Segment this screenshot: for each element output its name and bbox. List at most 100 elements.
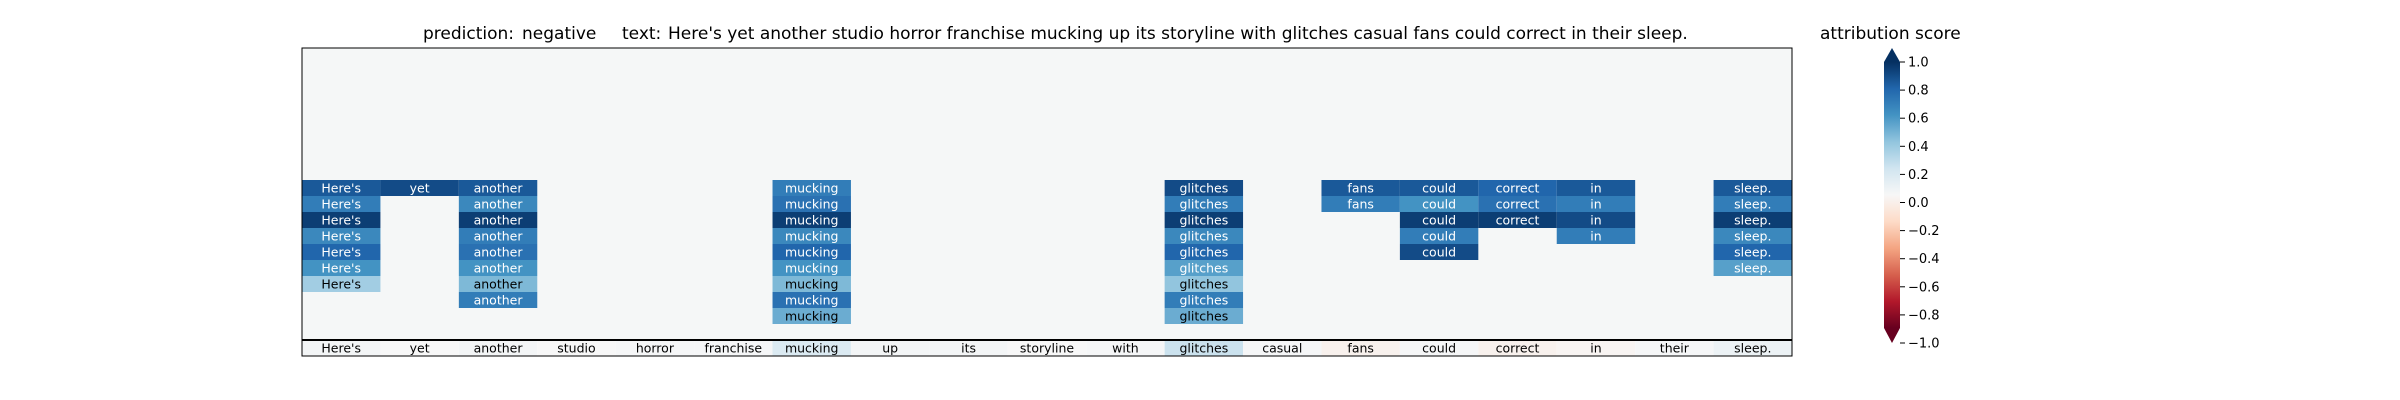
bottom-cell	[1243, 340, 1322, 356]
colorbar-bottom-extension	[1884, 328, 1900, 343]
stacked-cell-label: another	[474, 293, 524, 308]
stacked-cell-label: another	[474, 245, 524, 260]
bottom-cell	[1635, 340, 1714, 356]
colorbar-tick-label: 1.0	[1908, 56, 1929, 71]
stacked-cell-label: sleep.	[1734, 181, 1771, 196]
stacked-cell	[1399, 228, 1479, 244]
stacked-cell-label: Here's	[321, 181, 361, 196]
bottom-token-label: casual	[1262, 341, 1302, 356]
stacked-cell	[1556, 180, 1636, 196]
stacked-cell	[458, 276, 538, 292]
stacked-cell	[772, 308, 851, 324]
bottom-token-label: up	[882, 341, 898, 356]
colorbar-tick-label: −0.4	[1908, 252, 1940, 267]
stacked-cell	[302, 276, 381, 292]
stacked-cell	[302, 212, 381, 228]
stacked-cell	[1713, 260, 1792, 276]
bottom-token-label: in	[1590, 341, 1601, 356]
stacked-cell	[1556, 196, 1636, 212]
stacked-cell	[1399, 244, 1479, 260]
stacked-cell-label: could	[1422, 181, 1456, 196]
stacked-cell	[1164, 244, 1244, 260]
bottom-token-label: with	[1112, 341, 1139, 356]
stacked-cell	[772, 244, 851, 260]
colorbar-ticks: 1.0 0.8 0.6 0.4 0.2 0.0 −0.2 −0.4 −0.6 −0.8 −1.0	[1900, 56, 1940, 352]
stacked-cell	[1321, 180, 1400, 196]
stacked-cell-label: in	[1590, 229, 1601, 244]
stacked-cell-label: in	[1590, 197, 1601, 212]
stacked-cell	[302, 244, 381, 260]
stacked-cell	[772, 212, 851, 228]
stacked-cell	[1164, 276, 1244, 292]
stacked-cell-label: correct	[1496, 213, 1540, 228]
prediction-value: negative	[522, 24, 596, 44]
stacked-cell	[1164, 308, 1244, 324]
text-label: text:	[622, 24, 661, 44]
stacked-cell	[1399, 180, 1479, 196]
stacked-cell-label: mucking	[785, 181, 839, 196]
text-value: Here's yet another studio horror franchi…	[668, 24, 1688, 44]
bottom-token-label: another	[474, 341, 524, 356]
stacked-cell	[772, 276, 851, 292]
stacked-cell-label: sleep.	[1734, 229, 1771, 244]
stacked-cell-label: Here's	[321, 229, 361, 244]
stacked-cell	[1321, 196, 1400, 212]
stacked-cell-label: mucking	[785, 293, 839, 308]
stacked-cell	[458, 212, 538, 228]
stacked-cell-label: in	[1590, 213, 1601, 228]
bottom-cell	[1713, 340, 1792, 356]
bottom-token-label: mucking	[785, 341, 839, 356]
bottom-token-label: horror	[636, 341, 675, 356]
bottom-cell	[458, 340, 538, 356]
bottom-cell	[537, 340, 616, 356]
stacked-cell-label: could	[1422, 197, 1456, 212]
stacked-cell	[380, 180, 459, 196]
bottom-cell	[1007, 340, 1087, 356]
bottom-token-label: its	[961, 341, 976, 356]
stacked-cell	[1164, 196, 1244, 212]
stacked-cell	[302, 196, 381, 212]
bottom-token-label: could	[1422, 341, 1456, 356]
stacked-cell	[1478, 196, 1557, 212]
stacked-cell-label: yet	[410, 181, 430, 196]
stacked-cell-label: mucking	[785, 213, 839, 228]
bottom-cell	[1478, 340, 1557, 356]
stacked-cell-label: sleep.	[1734, 245, 1771, 260]
stacked-cell-label: glitches	[1179, 293, 1228, 308]
stacked-cell	[772, 292, 851, 308]
stacked-cell	[458, 260, 538, 276]
stacked-cell	[458, 180, 538, 196]
stacked-cell-label: mucking	[785, 261, 839, 276]
stacked-cell	[1164, 292, 1244, 308]
stacked-cell-label: sleep.	[1734, 197, 1771, 212]
bottom-cell	[850, 340, 930, 356]
stacked-cells: Here'sHere'sHere'sHere'sHere'sHere'sHere…	[302, 180, 1792, 324]
stacked-cell-label: could	[1422, 213, 1456, 228]
colorbar-tick-label: −0.2	[1908, 224, 1940, 239]
stacked-cell-label: glitches	[1179, 213, 1228, 228]
colorbar-tick-label: 0.6	[1908, 112, 1929, 127]
stacked-cell	[1164, 228, 1244, 244]
stacked-cell-label: glitches	[1179, 197, 1228, 212]
plot-frame	[301, 47, 1793, 357]
stacked-cell-label: another	[474, 261, 524, 276]
stacked-cell-label: glitches	[1179, 229, 1228, 244]
stacked-cell-label: glitches	[1179, 309, 1228, 324]
stacked-cell-label: mucking	[785, 229, 839, 244]
stacked-cell	[302, 260, 381, 276]
bottom-cell	[1086, 340, 1165, 356]
stacked-cell-label: another	[474, 277, 524, 292]
stacked-cell-label: mucking	[785, 309, 839, 324]
prediction-label: prediction:	[423, 24, 514, 44]
stacked-cell	[772, 180, 851, 196]
stacked-cell-label: fans	[1347, 197, 1374, 212]
colorbar-tick-label: 0.8	[1908, 84, 1929, 99]
stacked-cell-label: sleep.	[1734, 213, 1771, 228]
stacked-cell	[1399, 212, 1479, 228]
stacked-cell	[1713, 196, 1792, 212]
colorbar-tick-label: −1.0	[1908, 337, 1940, 352]
bottom-token-label: fans	[1347, 341, 1374, 356]
bottom-token-label: glitches	[1179, 341, 1228, 356]
bottom-cell	[1556, 340, 1636, 356]
